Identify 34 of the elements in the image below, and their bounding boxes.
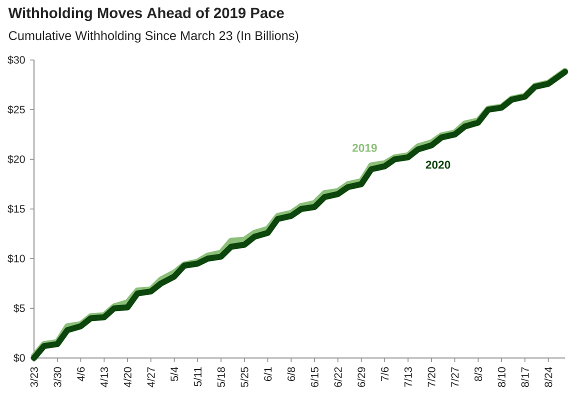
x-tick-label: 6/8	[287, 367, 296, 381]
y-tick-label: $20	[8, 154, 25, 164]
y-tick-label: $10	[8, 254, 25, 263]
chart-title: Withholding Moves Ahead of 2019 Pace	[8, 7, 284, 22]
x-tick-label: 8/24	[544, 367, 552, 387]
x-tick-label: 8/10	[498, 367, 506, 387]
y-tick-label: $25	[8, 105, 25, 114]
series-label: 2020	[426, 160, 450, 169]
x-tick-label: 8/17	[521, 367, 529, 387]
x-tick-label: 5/4	[170, 367, 178, 382]
x-tick-label: 3/23	[30, 367, 38, 388]
x-tick-label: 3/30	[53, 367, 62, 388]
x-tick-label: 7/20	[427, 367, 436, 387]
x-tick-label: 6/1	[264, 367, 272, 381]
x-tick-label: 7/13	[404, 367, 412, 387]
chart-subtitle: Cumulative Withholding Since March 23 (In Billions)	[8, 30, 298, 43]
x-tick-label: 7/27	[450, 367, 459, 387]
x-tick-label: 7/6	[380, 367, 389, 381]
x-tick-label: 4/27	[146, 367, 155, 388]
x-tick-label: 5/11	[194, 367, 202, 386]
series-label: 2019	[352, 144, 377, 152]
x-tick-label: 4/20	[124, 367, 132, 388]
x-tick-label: 8/3	[474, 367, 482, 382]
x-tick-label: 5/18	[217, 367, 225, 388]
x-tick-label: 5/25	[240, 367, 248, 388]
y-tick-label: $0	[14, 354, 25, 362]
x-tick-label: 6/15	[310, 367, 318, 387]
x-tick-label: 4/13	[100, 367, 108, 388]
y-tick-label: $15	[8, 204, 25, 214]
x-tick-label: 6/22	[334, 367, 342, 387]
x-tick-label: 6/29	[357, 367, 366, 387]
x-tick-label: 4/6	[76, 367, 85, 382]
y-tick-label: $5	[14, 304, 25, 313]
y-tick-label: $30	[8, 56, 25, 64]
